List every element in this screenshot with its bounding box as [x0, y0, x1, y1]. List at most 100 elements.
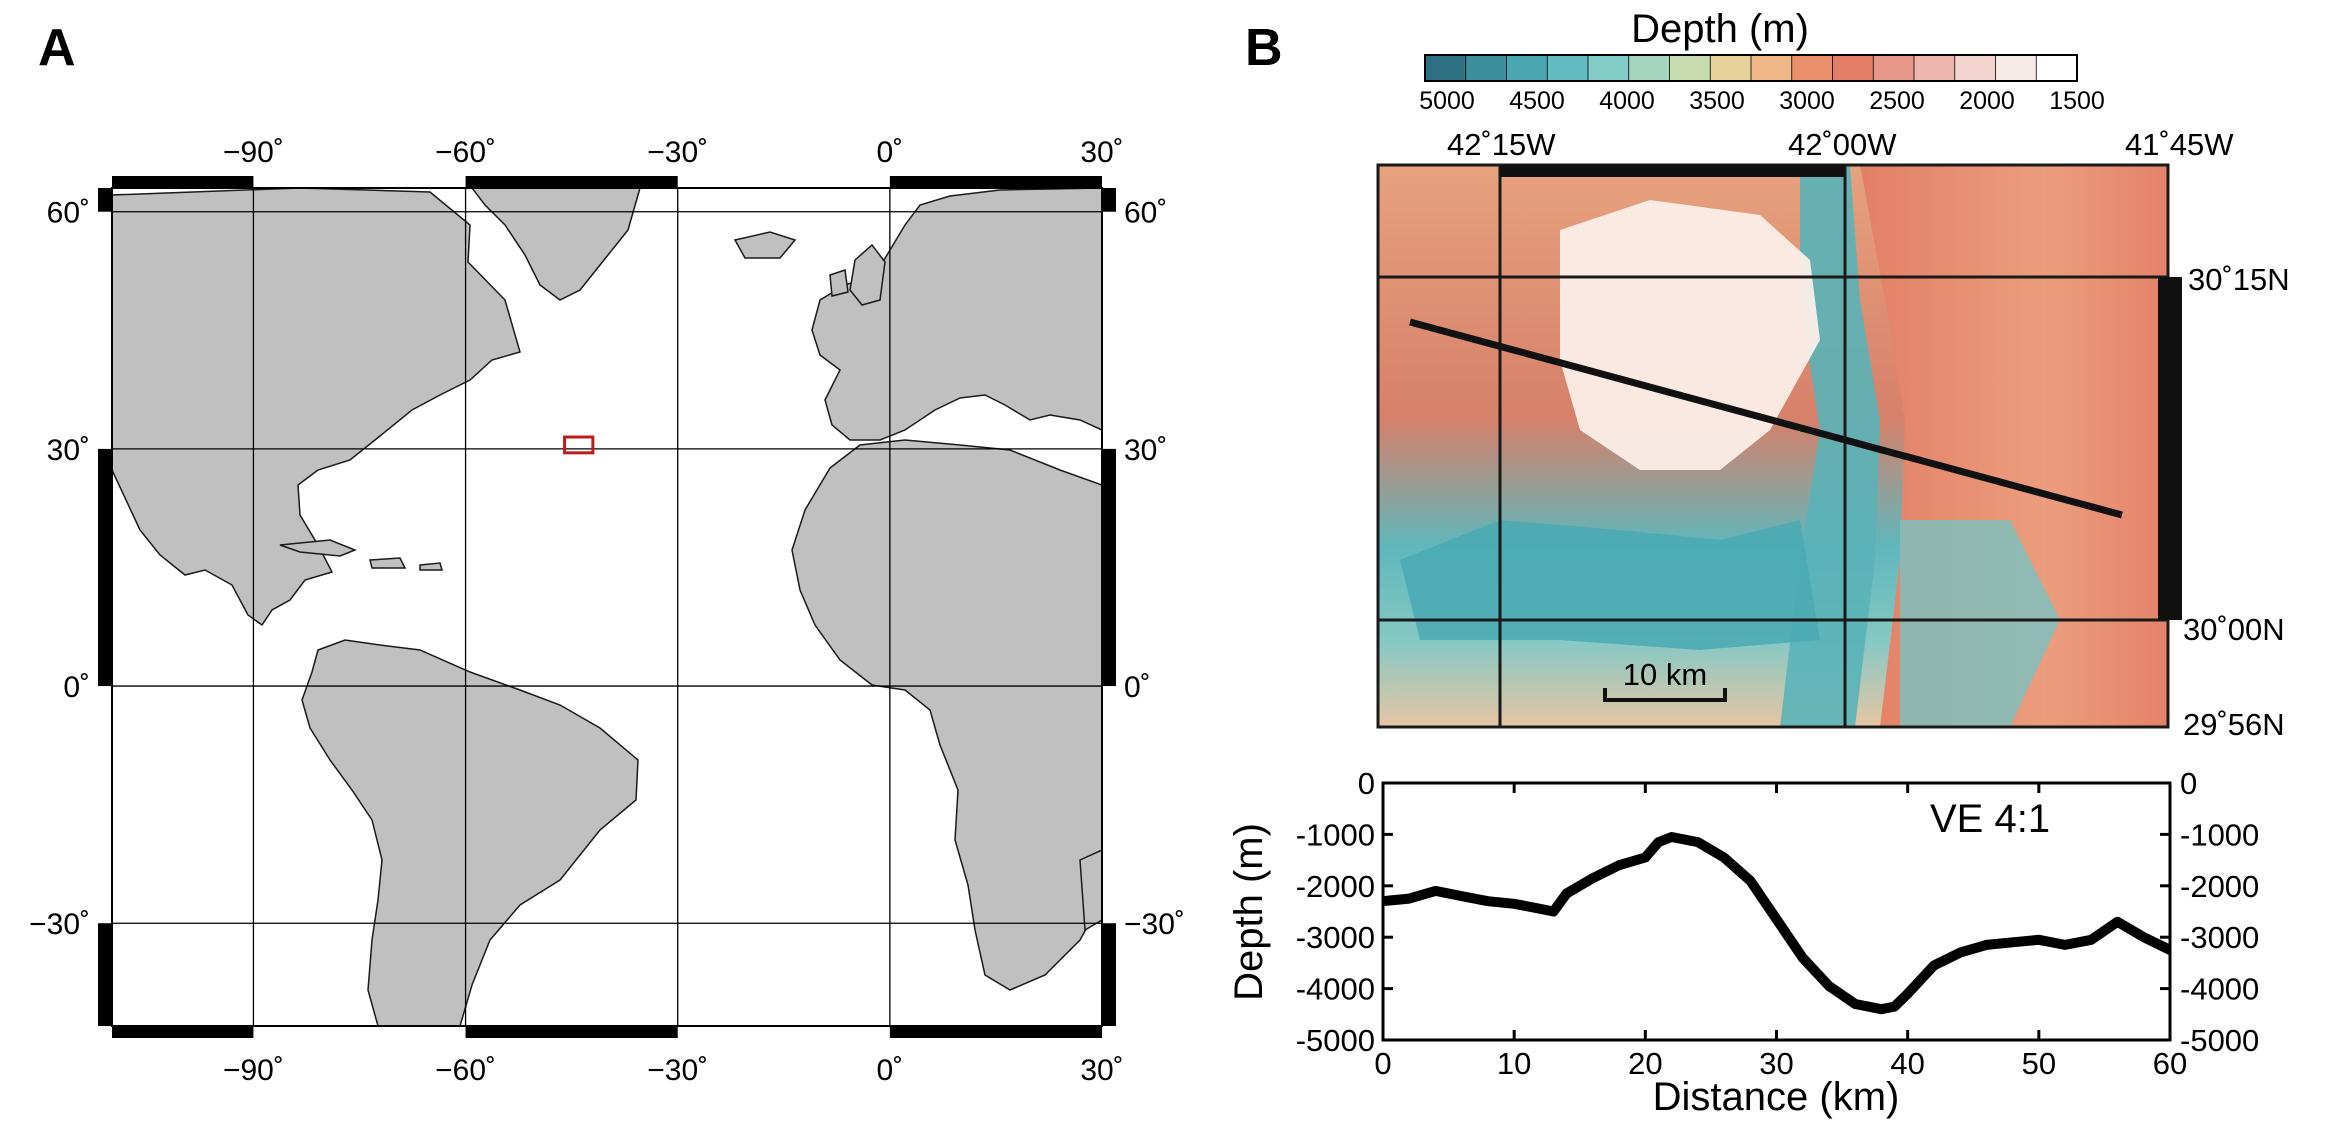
lon-label-2: 42˚00W	[1788, 127, 1897, 162]
transform-valley	[1400, 520, 1820, 650]
colorbar-segment	[1954, 54, 1997, 82]
panel-a-letter: A	[38, 19, 76, 77]
y-tick-label: -1000	[2180, 817, 2259, 852]
vertical-exaggeration-label: VE 4:1	[1930, 797, 2050, 841]
longitude-tick-label: −30˚	[647, 1054, 708, 1087]
latitude-labels-right: 60˚ 30˚ 0˚ −30˚	[1124, 197, 1185, 942]
iceland-land	[733, 231, 797, 259]
latitude-tick-label: 30˚	[47, 434, 90, 467]
y-tick-label: -1000	[1296, 817, 1375, 852]
eastern-deep	[1900, 520, 2060, 727]
y-tick-label: -2000	[2180, 869, 2259, 904]
madagascar-land	[1079, 849, 1102, 932]
frame-bar-top	[889, 176, 1102, 188]
y-tick-label: -2000	[1296, 869, 1375, 904]
frame-bar-top	[465, 176, 678, 188]
colorbar-tick-label: 1500	[2049, 87, 2105, 115]
x-tick-label: 40	[1890, 1046, 1924, 1081]
latitude-tick-label: 30˚	[1124, 434, 1167, 467]
colorbar-segment	[1791, 54, 1834, 82]
y-tick-label: 0	[2180, 766, 2197, 801]
frame-bar-right	[1102, 448, 1116, 687]
x-tick-label: 0	[1374, 1046, 1391, 1081]
longitude-tick-label: −60˚	[435, 1054, 496, 1087]
longitude-tick-label: 30˚	[1080, 136, 1123, 169]
x-tick-label: 30	[1759, 1046, 1793, 1081]
y-tick-label: -3000	[1296, 920, 1375, 955]
colorbar-tick-label: 2000	[1959, 87, 2015, 115]
frame-bar-top	[112, 176, 254, 188]
y-tick-label: -4000	[1296, 972, 1375, 1007]
frame-bar-right	[1102, 923, 1116, 1026]
y-tick-label: 0	[1358, 766, 1375, 801]
frame-bar-left	[98, 923, 112, 1026]
colorbar-segment	[1832, 54, 1875, 82]
frame-bar-right	[1102, 188, 1116, 212]
longitude-labels-bottom: −90˚ −60˚ −30˚ 0˚ 30˚	[223, 1054, 1124, 1087]
scale-bar-label: 10 km	[1623, 657, 1707, 692]
longitude-tick-label: −90˚	[223, 1054, 284, 1087]
colorbar-tick-labels: 5000 4500 4000 3500 3000 2500 2000 1500	[1419, 87, 2105, 115]
longitude-tick-label: 30˚	[1080, 1054, 1123, 1087]
profile-y-ticks-right: 0 -1000 -2000 -3000 -4000 -5000	[2160, 766, 2259, 1058]
frame-bar-bottom	[112, 1026, 254, 1038]
south-america-land	[301, 639, 639, 1026]
colorbar-segment	[1506, 54, 1549, 82]
profile-y-axis-label: Depth (m)	[1227, 823, 1271, 1001]
y-tick-label: -5000	[2180, 1023, 2259, 1058]
atlantis-massif-summit	[1560, 200, 1820, 470]
longitude-tick-label: −60˚	[435, 136, 496, 169]
colorbar-tick-label: 3500	[1689, 87, 1745, 115]
colorbar-segment	[2035, 54, 2078, 82]
longitude-tick-label: −90˚	[223, 136, 284, 169]
colorbar-tick-label: 3000	[1779, 87, 1835, 115]
colorbar-frame	[1424, 54, 2078, 82]
greenland-land	[471, 188, 641, 301]
latitude-tick-label: −30˚	[1124, 908, 1185, 941]
africa-land	[791, 439, 1102, 991]
lon-label-1: 42˚15W	[1447, 127, 1556, 162]
colorbar-segment	[1424, 54, 1467, 82]
study-area-box	[563, 435, 595, 455]
land-masses	[112, 188, 1102, 1026]
panel-b-letter: B	[1245, 19, 1283, 77]
colorbar-segment	[1750, 54, 1793, 82]
latitude-tick-label: 60˚	[47, 197, 90, 230]
latitude-tick-label: −30˚	[29, 908, 90, 941]
colorbar-title: Depth (m)	[1631, 7, 1809, 51]
x-tick-label: 60	[2153, 1046, 2187, 1081]
frame-bar-left	[98, 448, 112, 687]
lat-label-3: 29˚56N	[2183, 707, 2285, 742]
colorbar-segment	[1546, 54, 1589, 82]
y-tick-label: -4000	[2180, 972, 2259, 1007]
bathy-top-bar	[1500, 165, 1845, 177]
colorbar-segment	[1465, 54, 1508, 82]
profile-x-axis-label: Distance (km)	[1653, 1075, 1900, 1119]
longitude-tick-label: −30˚	[647, 136, 708, 169]
europe-land	[811, 188, 1102, 441]
colorbar-segment	[1628, 54, 1671, 82]
depth-colorbar	[1424, 54, 2078, 82]
latitude-tick-label: 60˚	[1124, 197, 1167, 230]
latitude-labels-left: 60˚ 30˚ 0˚ −30˚	[29, 197, 90, 942]
longitude-tick-label: 0˚	[877, 136, 904, 169]
profile-y-ticks-left: 0 -1000 -2000 -3000 -4000 -5000	[1296, 766, 1393, 1058]
map-frame-bars	[98, 176, 1116, 1038]
lat-label-1: 30˚15N	[2188, 262, 2290, 297]
profile-track-line	[1409, 318, 2123, 519]
colorbar-tick-label: 4500	[1509, 87, 1565, 115]
depth-profile-line	[1383, 832, 2170, 1015]
colorbar-segment	[1669, 54, 1712, 82]
profile-x-ticks: 0 10 20 30 40 50 60	[1374, 783, 2187, 1081]
colorbar-tick-label: 2500	[1869, 87, 1925, 115]
colorbar-tick-label: 5000	[1419, 87, 1475, 115]
british-isles-land	[829, 243, 886, 306]
colorbar-segment	[1872, 54, 1915, 82]
y-tick-label: -5000	[1296, 1023, 1375, 1058]
y-tick-label: -3000	[2180, 920, 2259, 955]
colorbar-segment	[1995, 54, 2038, 82]
north-america-land	[112, 188, 521, 627]
longitude-labels-top: −90˚ −60˚ −30˚ 0˚ 30˚	[223, 136, 1124, 169]
